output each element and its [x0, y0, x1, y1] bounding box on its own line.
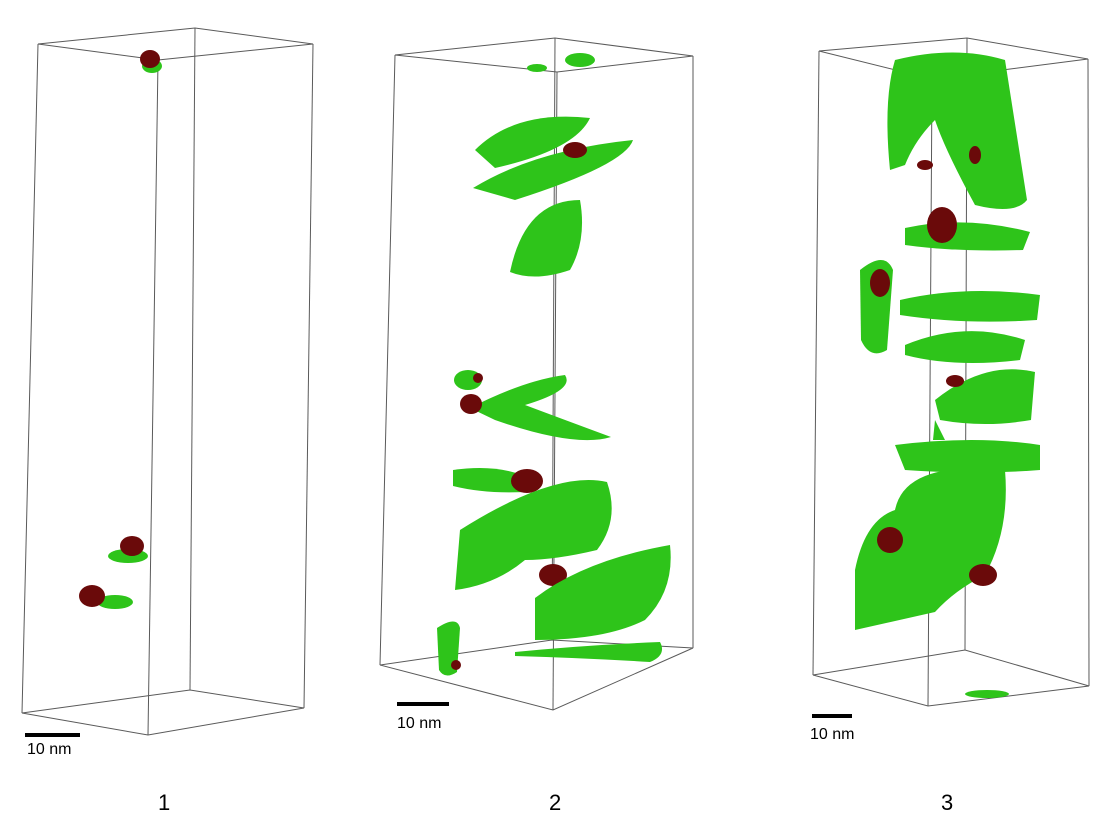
- scale-bar-1: [25, 733, 80, 737]
- panel-number-2: 2: [549, 790, 562, 815]
- scale-bar-label-2: 10 nm: [397, 715, 442, 732]
- reconstruction-volume-2: [379, 37, 694, 711]
- bounding-box-1: [21, 27, 314, 736]
- scale-bar-3: [812, 714, 852, 718]
- scale-bar-label-1: 10 nm: [27, 741, 72, 758]
- reconstruction-volume-3: [812, 37, 1090, 718]
- tomography-panel-1: 10 nm 1: [0, 0, 360, 824]
- tomography-panel-3: 10 nm 3: [795, 0, 1095, 824]
- precipitates-1: [79, 50, 162, 609]
- precipitates-3: [855, 52, 1040, 698]
- scale-bar-label-3: 10 nm: [810, 726, 855, 743]
- tomography-panel-2: 10 nm 2: [375, 0, 705, 824]
- panel-number-3: 3: [941, 790, 954, 815]
- panel-number-1: 1: [158, 790, 171, 815]
- reconstruction-volume-1: [21, 27, 314, 737]
- scale-bar-2: [397, 702, 449, 706]
- precipitates-2: [437, 53, 671, 676]
